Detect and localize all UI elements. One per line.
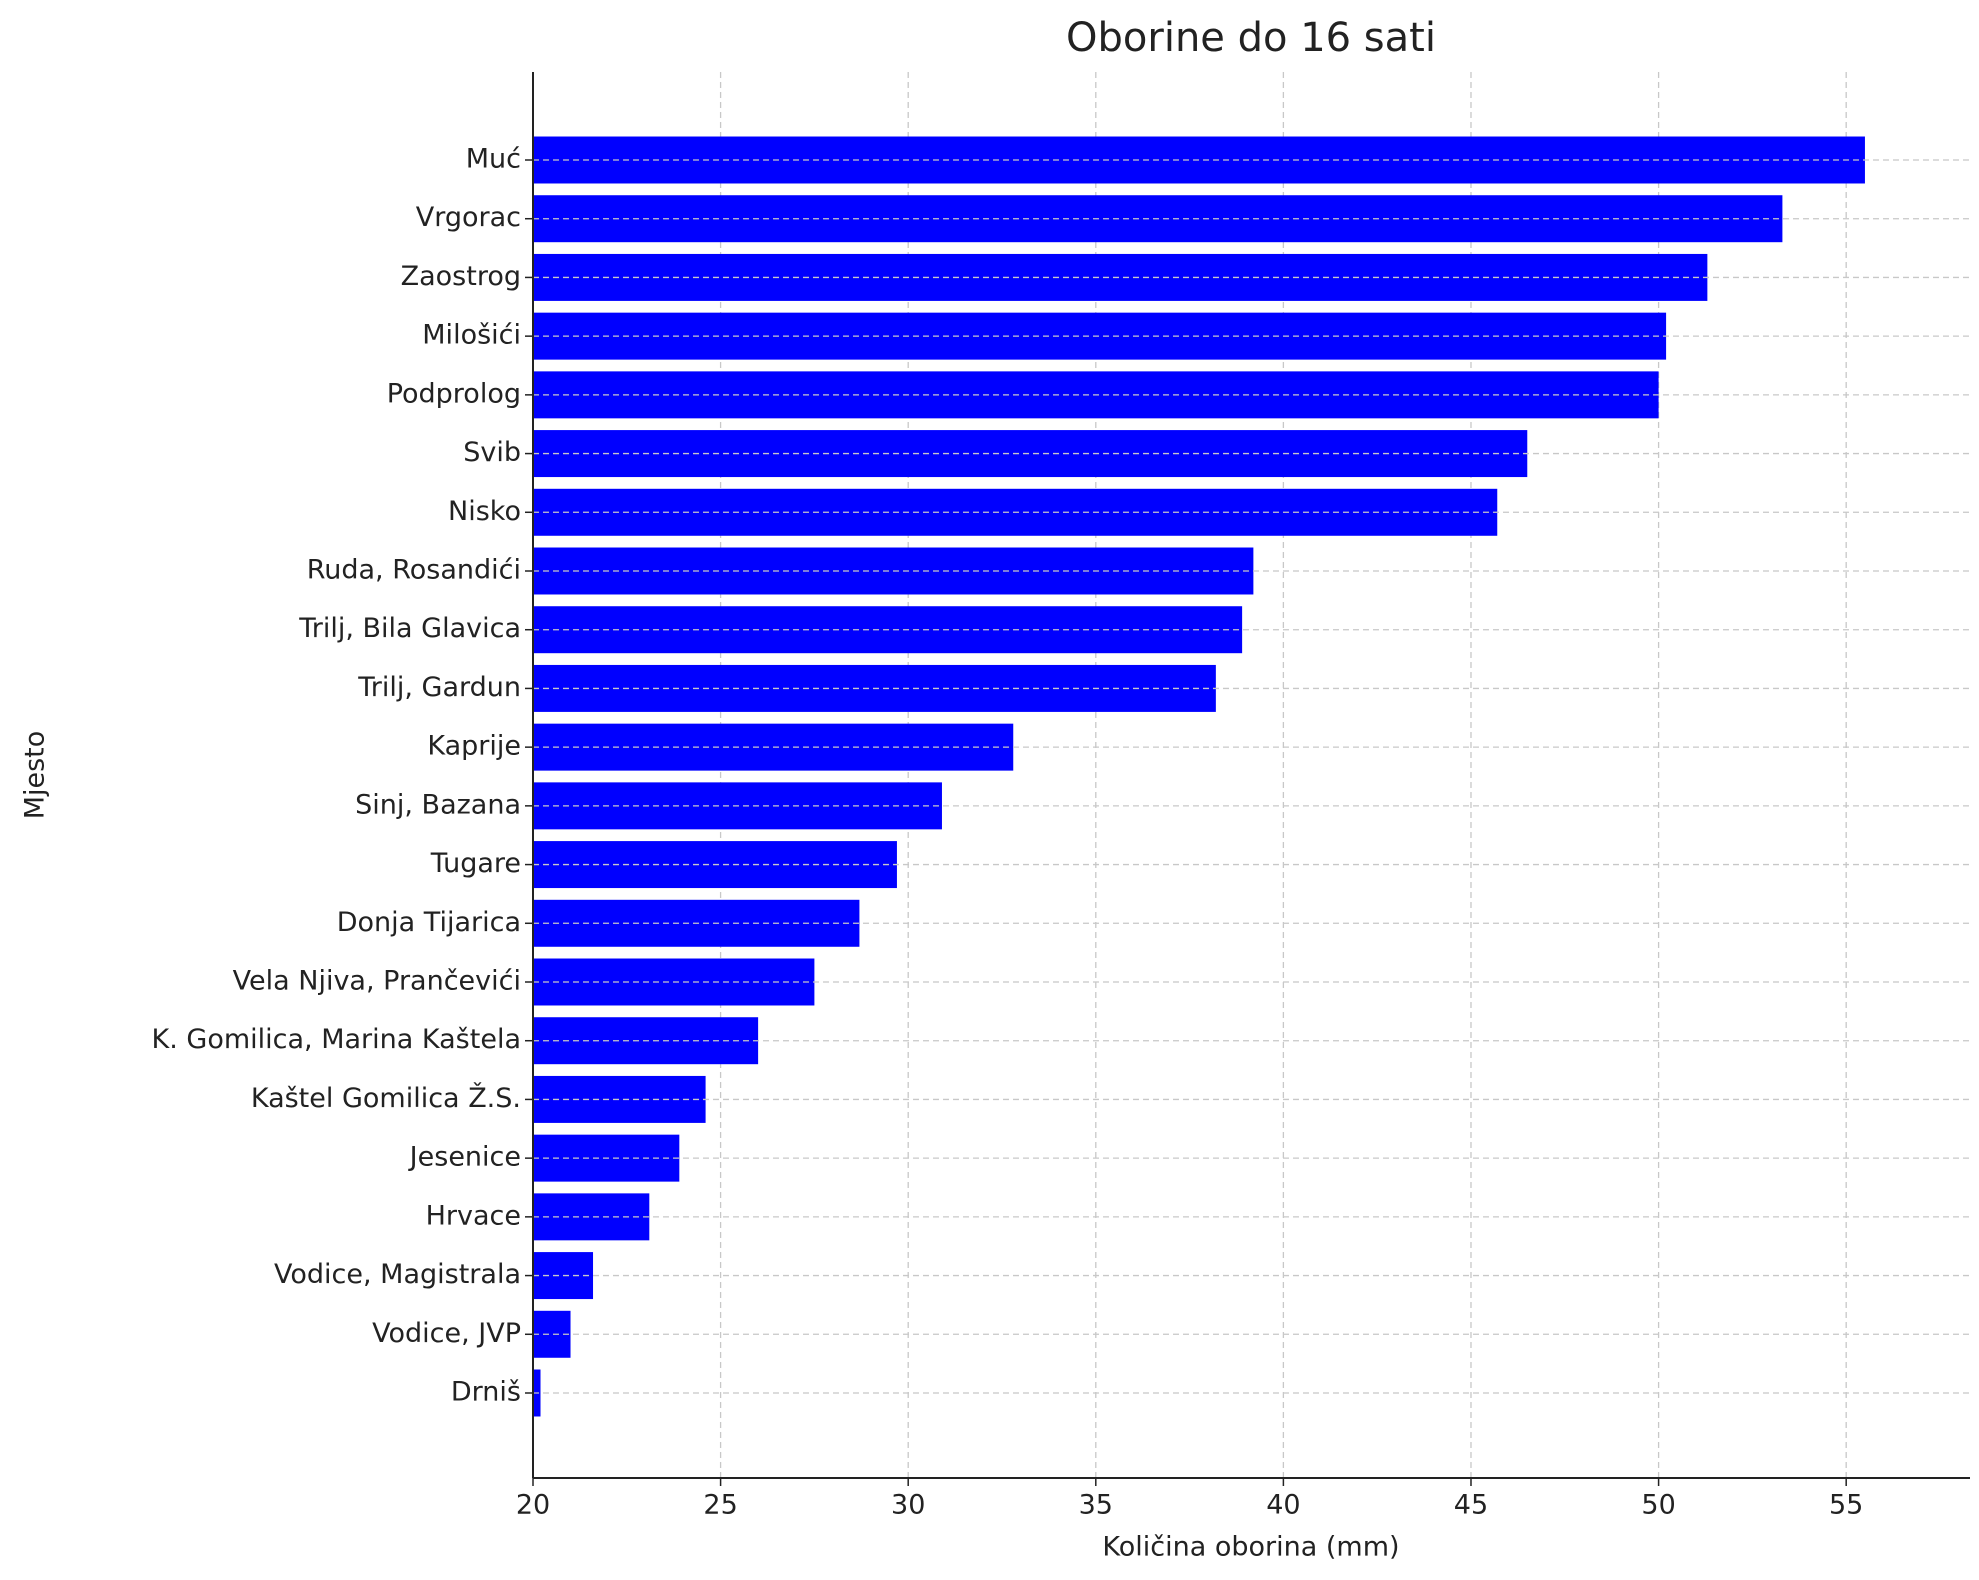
y-tick-label: Nisko [448,496,521,527]
y-tick-label: Hrvace [426,1200,521,1231]
y-tick-label: Vela Njiva, Prančevići [233,966,521,997]
x-tick-label: 55 [1829,1490,1863,1521]
y-tick-label: Trilj, Gardun [357,672,521,703]
x-tick-label: 30 [891,1490,925,1521]
bar [533,253,1708,301]
chart-title: Oborine do 16 sati [1066,15,1436,61]
y-tick-label: Milošići [422,320,521,351]
y-tick-label: Kaštel Gomilica Ž.S. [251,1082,521,1114]
y-tick-label: Vrgorac [416,202,521,233]
x-tick-label: 40 [1266,1490,1300,1521]
bar [533,1193,650,1241]
y-tick-label: Vodice, Magistrala [274,1259,521,1290]
x-tick-label: 45 [1454,1490,1488,1521]
x-tick-label: 35 [1079,1490,1113,1521]
y-tick-label: Kaprije [427,731,521,762]
y-tick-label: Jesenice [408,1142,521,1173]
x-tick-label: 20 [516,1490,550,1521]
y-tick-label: Donja Tijarica [337,907,521,938]
y-tick-label: Podprolog [387,378,521,409]
y-tick-label: Muć [466,144,521,175]
x-tick-label: 50 [1641,1490,1675,1521]
x-axis-label: Količina oborina (mm) [1102,1532,1399,1563]
y-tick-label: Trilj, Bila Glavica [298,613,521,644]
y-tick-label: Drniš [451,1377,521,1408]
y-axis-label: Mjesto [20,731,51,820]
y-tick-label: K. Gomilica, Marina Kaštela [152,1024,521,1055]
y-tick-label: Ruda, Rosandići [307,555,521,586]
y-tick-label: Vodice, JVP [372,1318,521,1349]
y-tick-label: Tugare [430,848,521,879]
y-tick-label: Sinj, Bazana [355,789,521,820]
y-tick-label: Zaostrog [401,261,521,292]
y-tick-label: Svib [463,437,521,468]
x-tick-label: 25 [703,1490,737,1521]
